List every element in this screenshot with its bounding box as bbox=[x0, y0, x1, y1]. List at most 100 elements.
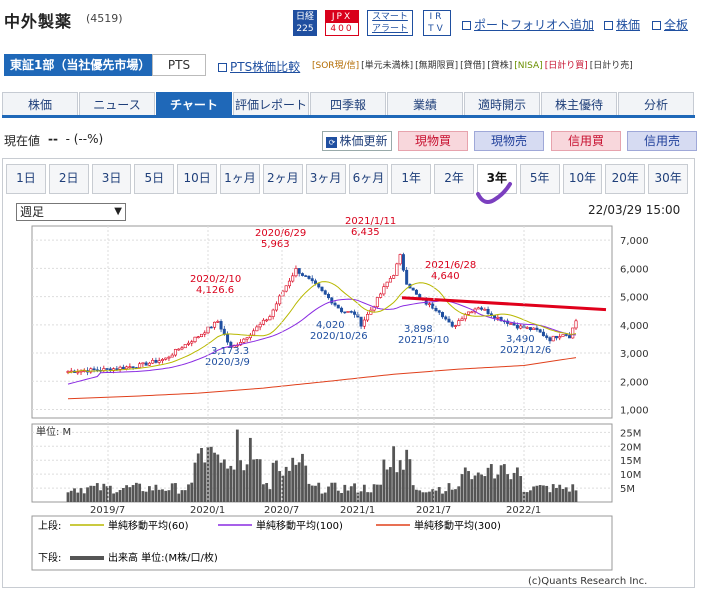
volume-bar bbox=[359, 491, 363, 502]
volume-bar bbox=[258, 459, 262, 502]
period-9[interactable]: 1年 bbox=[391, 164, 432, 194]
volume-bar bbox=[340, 492, 343, 502]
candle-body bbox=[545, 335, 549, 338]
period-10[interactable]: 2年 bbox=[434, 164, 474, 194]
x-tick-label: 2020/1 bbox=[190, 505, 225, 516]
volume-bar bbox=[89, 485, 93, 502]
candle-body bbox=[333, 302, 337, 306]
cash-buy-button[interactable]: 現物買 bbox=[398, 131, 468, 151]
trendline-annotation bbox=[401, 296, 607, 312]
candle-body bbox=[320, 286, 324, 291]
moving-averages bbox=[67, 281, 607, 400]
candle-body bbox=[196, 336, 200, 339]
volume-bar bbox=[245, 464, 249, 502]
volume-bar bbox=[424, 492, 428, 502]
tab-shikiho[interactable]: 四季報 bbox=[310, 92, 386, 115]
tab-benefits[interactable]: 株主優待 bbox=[541, 92, 617, 115]
volume-tick-label: 15M bbox=[620, 456, 641, 467]
legend-lower-label: 下段: bbox=[38, 551, 61, 564]
board-link[interactable]: 全板 bbox=[652, 16, 688, 33]
margin-sell-button[interactable]: 信用売 bbox=[627, 131, 697, 151]
tab-results[interactable]: 業績 bbox=[387, 92, 463, 115]
candle-body bbox=[476, 307, 480, 310]
candle-body bbox=[229, 341, 233, 348]
annotation-value: 4,126.6 bbox=[196, 285, 234, 296]
market-tab-tse1[interactable]: 東証1部（当社優先市場） bbox=[4, 54, 152, 76]
tab-report[interactable]: 評価レポート bbox=[233, 92, 309, 115]
volume-bar bbox=[447, 483, 451, 502]
order-badge: [日計り買] bbox=[544, 61, 588, 71]
period-1[interactable]: 2日 bbox=[48, 164, 89, 194]
period-6[interactable]: 2ヶ月 bbox=[262, 164, 303, 194]
volume-bar bbox=[542, 485, 545, 502]
period-15[interactable]: 30年 bbox=[648, 164, 688, 194]
volume-bar bbox=[496, 474, 500, 502]
volume-bar bbox=[457, 486, 461, 502]
volume-bar bbox=[177, 493, 181, 502]
update-price-button[interactable]: ⟳ 株価更新 bbox=[322, 131, 392, 151]
pts-compare-link[interactable]: PTS株価比較 bbox=[218, 58, 300, 75]
nikkei225-badge[interactable]: 日経 225 bbox=[293, 10, 317, 36]
volume-bar bbox=[69, 490, 73, 502]
tab-price[interactable]: 株価 bbox=[2, 92, 78, 115]
volume-bar bbox=[307, 483, 311, 502]
chevron-down-icon: ▼ bbox=[114, 206, 122, 217]
period-8[interactable]: 6ヶ月 bbox=[348, 164, 389, 194]
irtv-button[interactable]: IR TV bbox=[423, 10, 451, 36]
add-portfolio-link[interactable]: ポートフォリオへ追加 bbox=[462, 16, 594, 33]
period-3[interactable]: 5日 bbox=[134, 164, 175, 194]
period-4[interactable]: 10日 bbox=[177, 164, 218, 194]
period-14[interactable]: 20年 bbox=[605, 164, 646, 194]
volume-bar bbox=[196, 453, 200, 502]
tab-analysis[interactable]: 分析 bbox=[618, 92, 694, 115]
candle-body bbox=[483, 308, 487, 311]
cash-sell-button[interactable]: 現物売 bbox=[474, 131, 544, 151]
market-tab-pts[interactable]: PTS bbox=[152, 54, 206, 76]
interval-select[interactable]: 週足 ▼ bbox=[16, 203, 126, 221]
volume-bar bbox=[470, 479, 474, 502]
annotation-value: 6,435 bbox=[351, 227, 380, 238]
smart-alert-button[interactable]: スマート アラート bbox=[367, 10, 413, 36]
candle-body bbox=[405, 269, 409, 285]
candle-body bbox=[242, 338, 246, 343]
volume-bar bbox=[558, 484, 562, 502]
candle-body bbox=[532, 327, 536, 331]
period-11[interactable]: 3年 bbox=[476, 164, 517, 194]
volume-bar bbox=[382, 459, 386, 502]
jpx-badge-bottom: 400 bbox=[326, 23, 358, 35]
period-7[interactable]: 3ヶ月 bbox=[305, 164, 346, 194]
volume-bar bbox=[232, 469, 236, 502]
price-value: -- bbox=[48, 132, 58, 146]
volume-bar bbox=[203, 462, 207, 502]
price-link[interactable]: 株価 bbox=[604, 16, 640, 33]
order-type-badges: [SOR現/信] [単元未満株] [無期限買] [貸借] [貸株] [NISA] [日計り買… bbox=[312, 58, 635, 71]
annotation-value: 4,020 bbox=[316, 320, 345, 331]
volume-bar bbox=[320, 493, 324, 502]
tab-chart[interactable]: チャート bbox=[156, 92, 232, 115]
margin-buy-button[interactable]: 信用買 bbox=[551, 131, 621, 151]
volume-bar bbox=[82, 493, 86, 502]
period-12[interactable]: 5年 bbox=[519, 164, 560, 194]
annotation-date: 2020/6/29 bbox=[255, 228, 306, 239]
candle-body bbox=[554, 335, 558, 339]
volume-bar bbox=[372, 484, 376, 502]
candle-body bbox=[173, 349, 177, 356]
volume-bar bbox=[148, 486, 151, 502]
interval-select-value: 週足 bbox=[20, 205, 45, 219]
window-icon bbox=[604, 21, 613, 30]
jpx400-badge[interactable]: JPX 400 bbox=[325, 10, 359, 36]
candle-body bbox=[131, 366, 135, 369]
volume-bar bbox=[545, 485, 549, 502]
period-2[interactable]: 3日 bbox=[91, 164, 132, 194]
volume-bar bbox=[248, 437, 252, 502]
candle-body bbox=[440, 312, 444, 318]
period-0[interactable]: 1日 bbox=[6, 164, 46, 194]
x-tick-label: 2020/7 bbox=[264, 505, 299, 516]
period-5[interactable]: 1ヶ月 bbox=[220, 164, 260, 194]
candle-body bbox=[392, 275, 396, 279]
volume-bar bbox=[467, 471, 470, 502]
tab-news[interactable]: ニュース bbox=[79, 92, 155, 115]
candle-body bbox=[281, 290, 285, 297]
period-13[interactable]: 10年 bbox=[562, 164, 603, 194]
tab-disclosure[interactable]: 適時開示 bbox=[464, 92, 540, 115]
